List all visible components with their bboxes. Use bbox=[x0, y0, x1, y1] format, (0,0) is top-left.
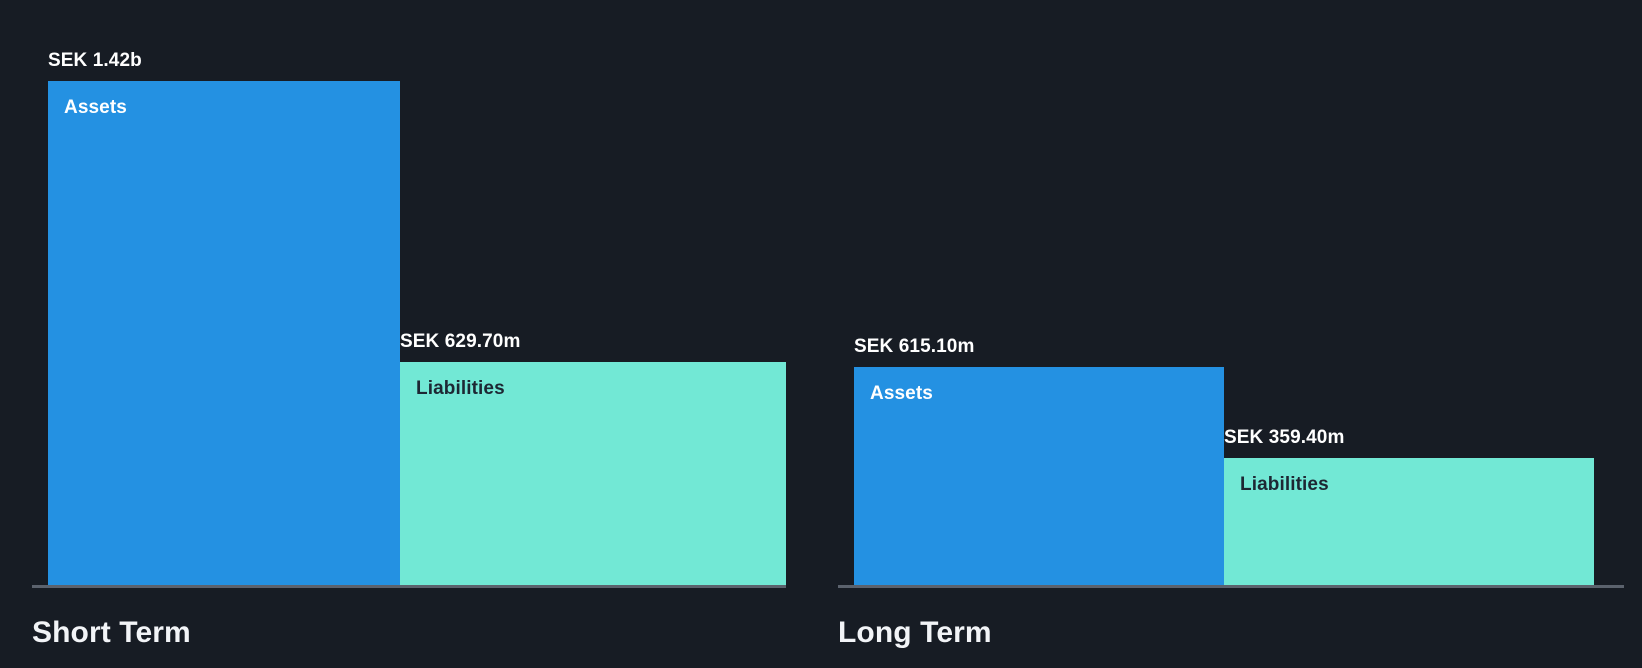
category-label-short-term: Short Term bbox=[32, 616, 191, 649]
bar-value-long-term-liabilities: SEK 359.40m bbox=[1224, 427, 1345, 448]
bar-long-term-liabilities[interactable]: SEK 359.40m Liabilities bbox=[1224, 427, 1594, 586]
bar-label-long-term-liabilities: Liabilities bbox=[1240, 474, 1329, 495]
group-plot-long-term: SEK 615.10m Assets SEK 359.40m Liabiliti… bbox=[806, 0, 1642, 586]
bar-long-term-assets[interactable]: SEK 615.10m Assets bbox=[854, 336, 1224, 586]
axis-line-short-term bbox=[32, 585, 786, 588]
bar-short-term-liabilities[interactable]: SEK 629.70m Liabilities bbox=[400, 331, 786, 586]
chart-group-short-term: SEK 1.42b Assets SEK 629.70m Liabilities… bbox=[0, 0, 806, 668]
bar-value-long-term-assets: SEK 615.10m bbox=[854, 336, 975, 357]
axis-line-long-term bbox=[838, 585, 1624, 588]
chart-group-long-term: SEK 615.10m Assets SEK 359.40m Liabiliti… bbox=[806, 0, 1642, 668]
bar-label-short-term-assets: Assets bbox=[64, 97, 127, 118]
bar-label-long-term-assets: Assets bbox=[870, 383, 933, 404]
bar-value-short-term-liabilities: SEK 629.70m bbox=[400, 331, 521, 352]
category-label-long-term: Long Term bbox=[838, 616, 992, 649]
bar-label-short-term-liabilities: Liabilities bbox=[416, 378, 505, 399]
bar-short-term-assets[interactable]: SEK 1.42b Assets bbox=[48, 50, 400, 586]
bar-value-short-term-assets: SEK 1.42b bbox=[48, 50, 142, 71]
group-plot-short-term: SEK 1.42b Assets SEK 629.70m Liabilities bbox=[0, 0, 806, 586]
